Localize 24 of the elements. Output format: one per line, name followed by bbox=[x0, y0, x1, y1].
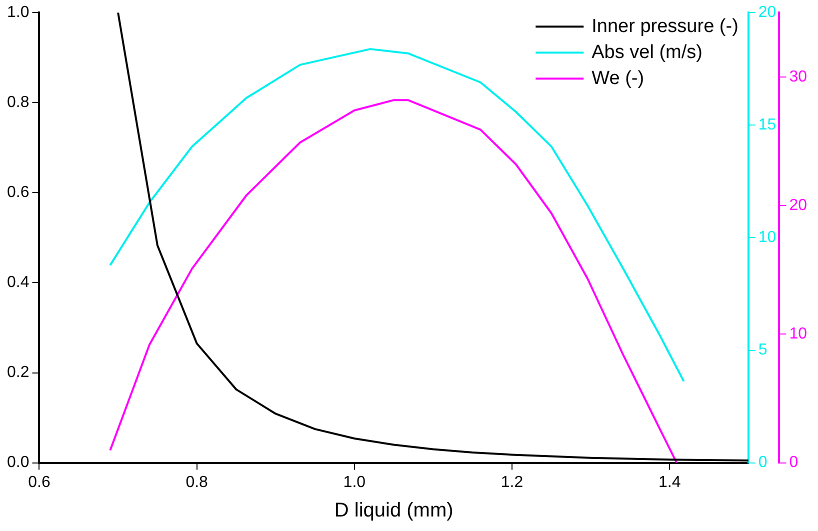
y3-tick-label: 30 bbox=[789, 68, 808, 86]
y2-tick-label: 5 bbox=[758, 342, 768, 359]
y-tick-label: 0.8 bbox=[6, 94, 30, 112]
y2-tick-label: 10 bbox=[758, 229, 776, 246]
y3-tick-label: 10 bbox=[789, 326, 808, 343]
y-tick-label: 0.4 bbox=[6, 274, 30, 292]
x-tick-label: 1.4 bbox=[658, 474, 681, 491]
y-tick-label: 0.0 bbox=[6, 454, 30, 472]
y3-tick-label: 0 bbox=[789, 454, 798, 472]
x-tick-label: 0.6 bbox=[28, 474, 50, 491]
y-tick-label: 1.0 bbox=[6, 4, 30, 22]
y-tick-label: 0.6 bbox=[6, 184, 30, 202]
x-tick-label: 0.8 bbox=[186, 474, 208, 491]
y3-tick-label: 20 bbox=[789, 196, 808, 214]
legend-label: Inner pressure (-) bbox=[592, 16, 738, 37]
legend-label: We (-) bbox=[592, 68, 644, 89]
y2-tick-label: 0 bbox=[758, 454, 768, 472]
y-tick-label: 0.2 bbox=[6, 364, 30, 382]
y2-tick-label: 20 bbox=[758, 4, 776, 22]
x-tick-label: 1.0 bbox=[343, 474, 366, 491]
y2-tick-label: 15 bbox=[758, 116, 776, 134]
x-axis-title: D liquid (mm) bbox=[334, 500, 454, 522]
x-tick-label: 1.2 bbox=[500, 474, 524, 491]
legend-label: Abs vel (m/s) bbox=[592, 42, 702, 63]
